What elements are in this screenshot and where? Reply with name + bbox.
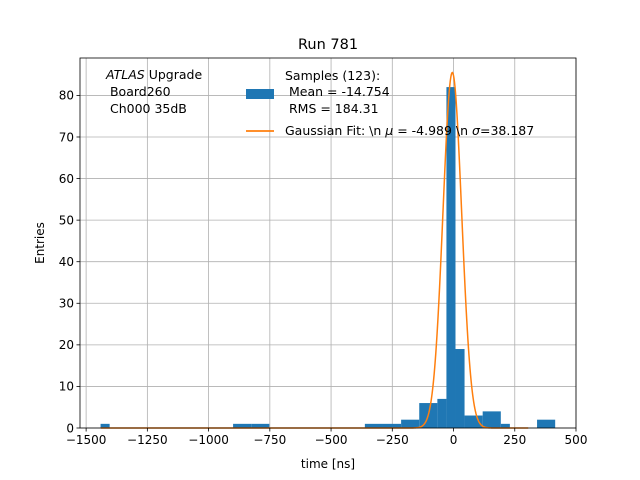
histogram-bar xyxy=(382,423,402,428)
histogram-bars xyxy=(100,87,556,428)
y-tick-label: 30 xyxy=(59,297,74,311)
x-tick-label: −1250 xyxy=(127,433,168,447)
histogram-bar xyxy=(233,423,252,428)
y-tick-label: 20 xyxy=(59,338,74,352)
y-tick-label: 80 xyxy=(59,89,74,103)
atlas-annotation: ATLAS Upgrade Board260 Ch000 35dB xyxy=(105,67,202,116)
x-tick-label: −1500 xyxy=(66,433,107,447)
histogram-bar xyxy=(500,423,510,428)
histogram-bar xyxy=(437,398,447,428)
legend-histogram-swatch xyxy=(246,89,274,99)
y-axis-ticks: 0 10 20 30 40 50 60 70 80 xyxy=(59,89,80,435)
chart-title: Run 781 xyxy=(298,37,358,53)
histogram-bar xyxy=(401,419,420,428)
legend-fit-label: Gaussian Fit: \n μ = -4.989 \n σ=38.187 xyxy=(285,123,534,138)
x-axis-label: time [ns] xyxy=(301,457,355,471)
svg-text:ATLAS Upgrade: ATLAS Upgrade xyxy=(105,67,202,82)
legend-histogram-line3: RMS = 184.31 xyxy=(285,101,379,116)
histogram-bar xyxy=(251,423,270,428)
plot-frame xyxy=(79,57,577,429)
x-axis-ticks: −1500 −1250 −1000 −750 −500 −250 0 250 500 xyxy=(66,428,588,447)
x-tick-label: −500 xyxy=(315,433,348,447)
y-tick-label: 70 xyxy=(59,130,74,144)
histogram-bar xyxy=(482,411,501,428)
histogram-bar xyxy=(364,423,383,428)
y-tick-label: 40 xyxy=(59,255,74,269)
legend-histogram-line1: Samples (123): xyxy=(285,68,380,83)
legend: Samples (123): Mean = -14.754 RMS = 184.… xyxy=(246,68,534,138)
y-tick-label: 0 xyxy=(66,421,74,435)
y-axis-label: Entries xyxy=(33,222,47,264)
legend-histogram-line2: Mean = -14.754 xyxy=(285,84,390,99)
annotation-atlas: ATLAS xyxy=(105,67,145,82)
histogram-bar xyxy=(446,87,456,428)
annotation-channel: Ch000 35dB xyxy=(106,101,187,116)
histogram-bar xyxy=(100,423,110,428)
x-tick-label: −750 xyxy=(253,433,286,447)
x-tick-label: 250 xyxy=(503,433,526,447)
x-tick-label: −250 xyxy=(376,433,409,447)
annotation-upgrade: Upgrade xyxy=(145,67,203,82)
y-tick-label: 50 xyxy=(59,213,74,227)
x-tick-label: −1000 xyxy=(188,433,229,447)
histogram-bar xyxy=(537,419,556,428)
annotation-board: Board260 xyxy=(106,84,171,99)
x-tick-label: 0 xyxy=(450,433,458,447)
y-tick-label: 60 xyxy=(59,172,74,186)
y-tick-label: 10 xyxy=(59,380,74,394)
histogram-bar xyxy=(464,415,483,428)
histogram-bar xyxy=(455,349,465,428)
x-tick-label: 500 xyxy=(565,433,588,447)
